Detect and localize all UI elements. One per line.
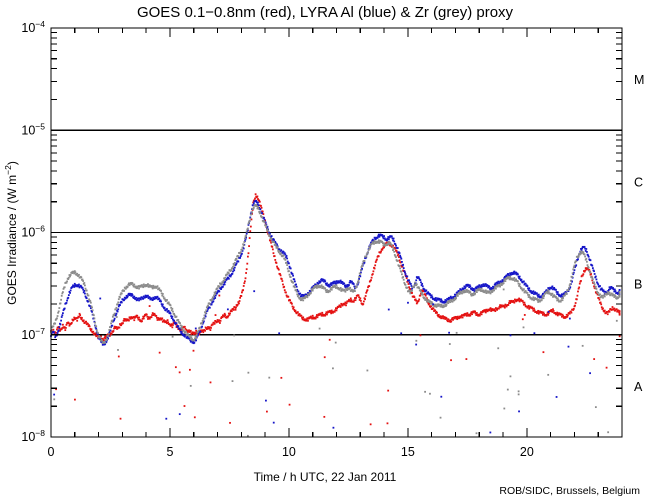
flare-class-b: B: [634, 278, 642, 292]
series-zr-proxy: [50, 204, 621, 344]
data-series-layer: [50, 193, 621, 437]
flare-class-c: C: [634, 175, 643, 189]
x-tick-label: 0: [48, 445, 55, 459]
x-axis-title: Time / h UTC, 22 Jan 2011: [254, 470, 397, 484]
y-axis-title: GOES Irradiance / (W m−2): [3, 161, 19, 305]
x-tick-label: 20: [520, 445, 534, 459]
x-tick-label: 15: [401, 445, 415, 459]
credit-label: ROB/SIDC, Brussels, Belgium: [499, 485, 640, 497]
flare-class-m: M: [634, 73, 644, 87]
y-axis-tick-labels: 10−810−710−610−510−4: [21, 19, 45, 444]
plot-title: GOES 0.1−0.8nm (red), LYRA Al (blue) & Z…: [137, 4, 514, 21]
x-tick-label: 5: [166, 445, 173, 459]
axis-ticks: [50, 27, 623, 438]
noise-scatter-points: [53, 288, 621, 437]
gridlines: [51, 129, 622, 336]
x-tick-label: 10: [282, 445, 296, 459]
flare-class-labels: A B C M: [634, 73, 644, 394]
x-axis-tick-labels: 0 5 10 15 20: [48, 445, 534, 459]
flare-class-a: A: [634, 380, 643, 394]
